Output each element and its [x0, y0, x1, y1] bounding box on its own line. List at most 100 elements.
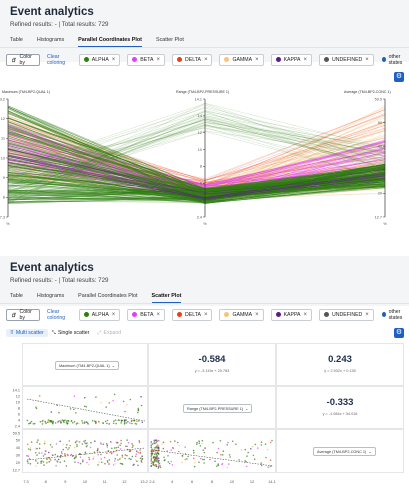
multi-scatter-button[interactable]: ⠿ Multi scatter [6, 329, 48, 337]
color-by-button-2[interactable]: Color by [6, 308, 40, 321]
tab-table[interactable]: Table [10, 37, 23, 43]
scatter-point [193, 452, 195, 454]
tab-parallel-coordinates-2[interactable]: Parallel Coordinates Plot [78, 293, 138, 299]
close-icon[interactable]: × [255, 56, 259, 63]
close-icon[interactable]: × [203, 311, 208, 318]
close-icon[interactable]: × [156, 56, 160, 63]
chip-other-states[interactable]: other states [381, 54, 409, 66]
color-by-button[interactable]: Color by [6, 53, 40, 66]
scatter-average-vs-maximum[interactable] [23, 430, 149, 474]
tick-label: 13.2 [0, 97, 5, 101]
tab-histograms[interactable]: Histograms [36, 37, 65, 43]
close-icon[interactable]: × [255, 311, 259, 318]
chip-alpha[interactable]: ALPHA × [78, 53, 121, 66]
bottom-chip-delta[interactable]: DELTA × [171, 308, 213, 321]
clear-coloring-link-2[interactable]: Clear coloring [46, 308, 66, 321]
regression-line [26, 398, 146, 422]
scatter-point [181, 461, 183, 464]
axis-bottom-mark: % [383, 222, 387, 226]
scatter-point [260, 441, 263, 444]
clear-coloring-link[interactable]: Clear coloring [46, 53, 66, 66]
settings-gear-icon[interactable]: ⚙ [394, 72, 404, 82]
chip-other-states-2[interactable]: other states [381, 309, 409, 321]
scatter-points [150, 439, 273, 469]
scatter-point [167, 455, 169, 457]
bottom-chip-beta[interactable]: BETA × [127, 308, 165, 321]
expand-label: Expand [103, 330, 122, 336]
close-icon[interactable]: × [111, 56, 116, 63]
state-dot [176, 312, 182, 317]
scatter-point [150, 446, 152, 448]
expand-button[interactable]: ⤢ Expand [93, 329, 125, 338]
scatter-point [46, 461, 48, 463]
tab-scatter-plot[interactable]: Scatter Plot [155, 37, 184, 43]
scatter-point [192, 457, 195, 460]
scatter-point [59, 461, 61, 463]
bottom-chip-alpha[interactable]: ALPHA × [78, 308, 121, 321]
close-icon[interactable]: × [203, 56, 208, 63]
axis-1[interactable]: 14.1 14 12 10 8 6 4 2.4% [195, 97, 208, 226]
bottom-chip-gamma[interactable]: GAMMA × [219, 308, 264, 321]
chip-beta[interactable]: BETA × [127, 53, 165, 66]
bottom-chip-undefined[interactable]: UNDEFINED × [319, 308, 374, 321]
scatter-point [105, 406, 107, 408]
scatter-point [156, 451, 159, 454]
results-summary-2: Refined results: - | Total results: 729 [10, 277, 109, 284]
chip-gamma[interactable]: GAMMA × [219, 53, 264, 66]
axis-2[interactable]: 59.5 50 40 30 20 12.7% [375, 97, 388, 226]
scatter-point [117, 446, 120, 448]
regression-equation: y = 2.932x + 0.135 [324, 369, 356, 373]
chip-label: UNDEFINED [332, 311, 363, 318]
tab-table-2[interactable]: Table [10, 293, 23, 299]
scatter-point [130, 458, 132, 460]
axis-0[interactable]: 13.2 12 11 10 9 8 7.3% [0, 97, 10, 226]
selector-range-label: Range (TM4-BP2-PRESSURE 1) [187, 406, 244, 411]
selector-average[interactable]: Average (TM4-BP2-CONC 1) ⌄ [313, 447, 376, 456]
scatter-point [250, 448, 252, 450]
chip-kappa[interactable]: KAPPA × [270, 53, 313, 66]
chip-delta[interactable]: DELTA × [171, 53, 213, 66]
scatter-point [257, 447, 259, 449]
tab-scatter-plot-2[interactable]: Scatter Plot [151, 291, 181, 303]
tab-parallel-coordinates[interactable]: Parallel Coordinates Plot [78, 35, 142, 47]
close-icon[interactable]: × [303, 56, 308, 63]
scatter-point [141, 455, 143, 457]
chip-undefined[interactable]: UNDEFINED × [319, 53, 374, 66]
scatter-point [112, 399, 114, 402]
scatter-point [35, 465, 37, 467]
scatter-point [162, 447, 165, 450]
scatter-point [108, 422, 111, 425]
matrix-scatter-avg-vs-range[interactable] [148, 429, 276, 473]
scatter-point [91, 419, 94, 422]
scatter-point [155, 465, 158, 468]
selector-range[interactable]: Range (TM4-BP2-PRESSURE 1) ⌄ [183, 404, 253, 413]
tab-histograms-2[interactable]: Histograms [36, 293, 65, 299]
parallel-lines-svg[interactable]: 13.2 12 11 10 9 8 7.3% 14.1 14 12 10 8 6 4 2.4% 59.5 50 4… [0, 84, 409, 232]
single-scatter-icon: ⤡ [51, 329, 56, 336]
y-ticks-average: 59.5 50 40 30 20 12.7 [13, 431, 20, 472]
scatter-point [116, 442, 119, 444]
event-analytics-panel-scatter: Event analytics Refined results: - | Tot… [0, 256, 409, 492]
scatter-point [54, 458, 56, 461]
scatter-point [64, 454, 66, 457]
single-scatter-button[interactable]: ⤡ Single scatter [48, 329, 94, 338]
matrix-scatter-avg-vs-max[interactable] [22, 429, 148, 473]
scatter-point [163, 456, 165, 459]
scatter-point [100, 443, 102, 445]
scatter-range-vs-maximum[interactable] [23, 387, 149, 430]
close-icon[interactable]: × [365, 311, 369, 318]
bottom-chip-kappa[interactable]: KAPPA × [270, 308, 313, 321]
scatter-point [43, 420, 46, 423]
settings-gear-icon-2[interactable]: ⚙ [394, 328, 404, 338]
scatter-point [27, 455, 30, 457]
close-icon[interactable]: × [156, 311, 160, 318]
close-icon[interactable]: × [303, 311, 308, 318]
tick-label: 6 [18, 412, 20, 416]
scatter-point [104, 420, 107, 423]
scatter-point [38, 395, 41, 397]
close-icon[interactable]: × [365, 56, 369, 63]
matrix-scatter-range-vs-max[interactable] [22, 386, 148, 429]
scatter-average-vs-range[interactable] [149, 430, 277, 474]
close-icon[interactable]: × [111, 311, 116, 318]
selector-maximum[interactable]: Maximum (TM4-BP2-QUAL 1) ⌄ [55, 361, 119, 370]
